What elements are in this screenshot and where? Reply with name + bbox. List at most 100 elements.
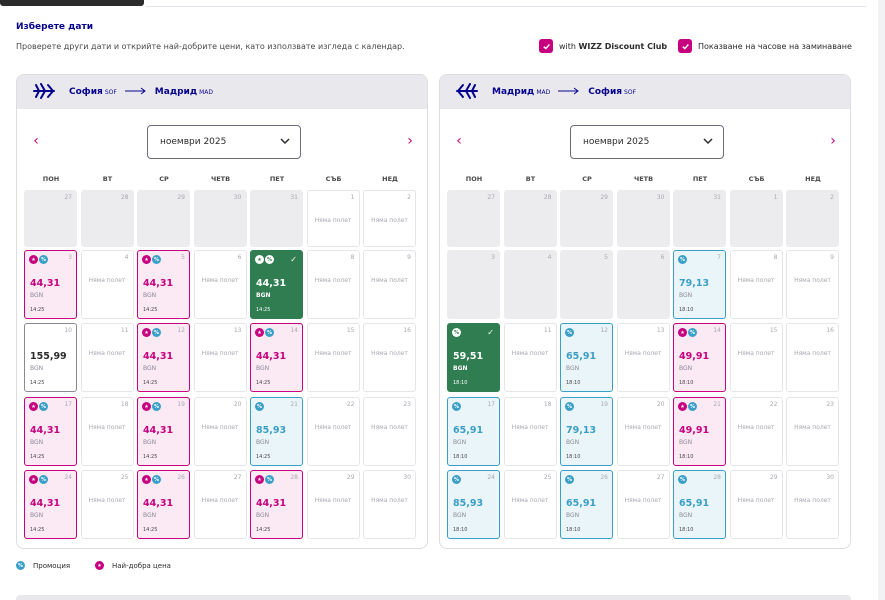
calendar-day: 16 Няма полет <box>363 323 416 392</box>
calendar-day[interactable]: 12% 65,91 BGN 18:10 <box>560 323 613 392</box>
day-number: 29 <box>346 474 355 481</box>
month-select[interactable]: ноември 2025 <box>147 125 301 159</box>
month-select[interactable]: ноември 2025 <box>570 125 724 159</box>
section-title: Изберете дати <box>16 22 94 32</box>
origin-city: Мадрид <box>492 87 535 97</box>
day-number: 30 <box>656 194 665 201</box>
calendar-day[interactable]: 28 ★% 44,31 BGN 14:25 <box>250 470 303 539</box>
currency-label: BGN <box>679 439 693 446</box>
day-number: 17 <box>64 401 72 408</box>
currency-label: BGN <box>679 365 693 372</box>
calendar-day: 9 Няма полет <box>786 250 839 319</box>
calendar-day[interactable]: 26 ★% 44,31 BGN 14:25 <box>137 470 190 539</box>
calendar-day: 25 Няма полет <box>503 470 557 539</box>
legend-promo: % Промоция <box>16 561 70 570</box>
departure-time: 18:10 <box>679 527 694 533</box>
chevron-right-icon[interactable]: › <box>407 133 413 149</box>
month-value: ноември 2025 <box>583 137 650 147</box>
calendar-day: 6 <box>616 250 670 319</box>
calendar-day: 31 <box>250 190 303 247</box>
chevron-right-icon[interactable]: › <box>830 133 836 149</box>
calendar-day: 29 Няма полет <box>306 470 360 539</box>
badge-group: ★% <box>678 328 697 337</box>
calendar-day[interactable]: 3 ★% 44,31 BGN 14:25 <box>24 250 77 319</box>
calendar-day[interactable]: 21 ★% 49,91 BGN 18:10 <box>673 397 726 466</box>
weekday-header: СР <box>159 175 169 183</box>
percent-badge-icon: % <box>678 255 687 264</box>
weekday-header: ПОН <box>42 175 60 183</box>
calendar-day: 20 Няма полет <box>193 397 247 466</box>
day-number: 11 <box>120 327 129 334</box>
badge-group: % <box>565 475 574 484</box>
currency-label: BGN <box>256 512 270 519</box>
calendar-day[interactable]: 21% 85,93 BGN 14:25 <box>250 397 303 466</box>
day-number: 20 <box>233 401 242 408</box>
calendar-day[interactable]: 5 ★% 44,31 BGN 14:25 <box>137 250 190 319</box>
departure-time: 18:10 <box>679 380 694 386</box>
fare-price: 155,99 <box>30 351 67 362</box>
calendar-day: 3 <box>447 250 500 319</box>
calendar-day[interactable]: 24 ★% 44,31 BGN 14:25 <box>24 470 77 539</box>
no-flight-label: Няма полет <box>371 497 408 504</box>
chevron-left-icon[interactable]: ‹ <box>33 133 39 149</box>
no-flight-label: Няма полет <box>794 497 831 504</box>
day-number: 29 <box>600 194 608 201</box>
weekday-header: ЧЕТВ <box>633 175 654 183</box>
departure-time: 14:25 <box>143 380 158 386</box>
section-subtitle: Проверете други дати и открийте най-добр… <box>16 42 405 51</box>
calendar-day: 31 <box>673 190 726 247</box>
calendar-day[interactable]: 19% 79,13 BGN 18:10 <box>560 397 613 466</box>
weekday-header: ПОН <box>465 175 483 183</box>
weekday-header: ПЕТ <box>269 175 285 183</box>
chevron-left-icon[interactable]: ‹ <box>456 133 462 149</box>
calendar-day: 8 Няма полет <box>306 250 360 319</box>
percent-badge-icon: % <box>152 475 161 484</box>
day-number: 3 <box>491 254 495 261</box>
percent-badge-icon: % <box>565 475 574 484</box>
calendar-day: 18 Няма полет <box>503 397 557 466</box>
departure-time: 18:10 <box>566 454 581 460</box>
calendar-day[interactable]: 24% 85,93 BGN 18:10 <box>447 470 500 539</box>
day-number: 30 <box>233 194 242 201</box>
currency-label: BGN <box>143 365 157 372</box>
star-badge-icon: ★ <box>678 402 687 411</box>
inbound-route-header: Мадрид MAD София SOF <box>440 75 850 109</box>
discount-prefix: with <box>559 41 579 51</box>
calendar-day: 30 Няма полет <box>363 470 416 539</box>
calendar-day[interactable]: 10 155,99 BGN 14:25 <box>24 323 77 392</box>
day-number: 30 <box>826 474 834 481</box>
calendar-day[interactable]: 17% 65,91 BGN 18:10 <box>447 397 500 466</box>
show-times-checkbox[interactable]: Показване на часове на заминаване <box>678 39 852 53</box>
day-number: 17 <box>487 401 495 408</box>
day-number: 9 <box>830 254 834 261</box>
fare-price: 44,31 <box>143 498 174 509</box>
discount-club-checkbox[interactable]: with WIZZ Discount Club <box>539 39 667 53</box>
calendar-day[interactable]: 14 ★% 49,91 BGN 18:10 <box>673 323 726 392</box>
calendar-day[interactable]: 26% 65,91 BGN 18:10 <box>560 470 613 539</box>
day-number: 12 <box>600 327 608 334</box>
no-flight-label: Няма полет <box>371 277 408 284</box>
fare-price: 44,31 <box>256 351 287 362</box>
calendar-day[interactable]: 14 ★% 44,31 BGN 14:25 <box>250 323 303 392</box>
no-flight-label: Няма полет <box>88 277 126 284</box>
fare-price: 65,91 <box>566 351 597 362</box>
calendar-day: 23 Няма полет <box>363 397 416 466</box>
destination-code: MAD <box>199 89 214 96</box>
header-image-thumb <box>0 0 144 6</box>
percent-badge-icon: % <box>39 475 48 484</box>
scrollbar[interactable] <box>878 0 885 600</box>
weekday-header: СР <box>582 175 592 183</box>
calendar-day[interactable]: 19 ★% 44,31 BGN 14:25 <box>137 397 190 466</box>
calendar-day: 2 Няма полет <box>363 190 416 247</box>
percent-badge-icon: % <box>688 328 697 337</box>
calendar-day[interactable]: 17 ★% 44,31 BGN 14:25 <box>24 397 77 466</box>
legend-best-label: Най-добра цена <box>112 561 171 570</box>
day-number: 28 <box>543 194 552 201</box>
calendar-day[interactable]: 28% 65,91 BGN 18:10 <box>673 470 726 539</box>
top-strip <box>0 0 885 8</box>
departure-time: 18:10 <box>679 307 694 313</box>
calendar-day[interactable]: 7% 79,13 BGN 18:10 <box>673 250 726 319</box>
calendar-day[interactable]: 12 ★% 44,31 BGN 14:25 <box>137 323 190 392</box>
